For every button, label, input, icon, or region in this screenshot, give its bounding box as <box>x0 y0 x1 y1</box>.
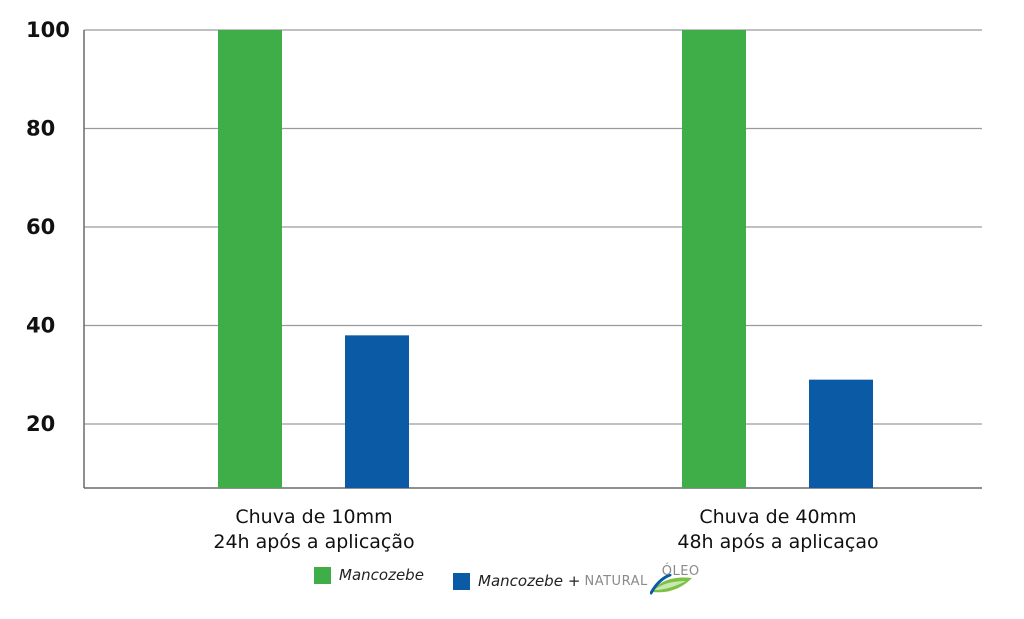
y-tick-label: 40 <box>26 313 55 337</box>
brand-logo: ÓLEO <box>649 564 699 596</box>
y-tick-label: 20 <box>26 412 55 436</box>
bar <box>809 379 873 488</box>
brand-text-oleo: ÓLEO <box>661 564 700 579</box>
bar <box>682 30 746 488</box>
legend-swatch-blue <box>453 572 470 590</box>
legend-swatch-green <box>314 566 331 584</box>
legend-item-mancozebe: Mancozebe <box>314 566 424 584</box>
leaf-drop-icon <box>649 574 692 595</box>
legend: Mancozebe Mancozebe + NATURAL ÓLEO <box>0 556 1024 596</box>
y-tick-label: 100 <box>26 18 70 42</box>
bar <box>218 30 282 488</box>
x-category-label: Chuva de 10mm <box>235 506 392 528</box>
bar <box>345 335 409 488</box>
legend-label: Mancozebe <box>478 572 563 590</box>
x-axis-labels: Chuva de 10mm 24h após a aplicação Chuva d… <box>213 506 878 553</box>
x-category-label: Chuva de 40mm <box>699 506 856 528</box>
legend-item-mancozebe-natural-oleo: Mancozebe + NATURAL ÓLEO <box>453 564 699 596</box>
x-category-label: 48h após a aplicaçao <box>677 531 878 553</box>
y-tick-label: 60 <box>26 215 55 239</box>
brand-text-natural: NATURAL <box>584 573 648 589</box>
bar-chart: 20 40 60 80 100 Chuva de 10mm 24h após a apli… <box>26 18 982 553</box>
x-category-label: 24h após a aplicação <box>213 531 414 553</box>
legend-plus: + <box>567 572 581 590</box>
bars <box>218 30 873 488</box>
y-tick-label: 80 <box>26 116 55 140</box>
legend-label: Mancozebe <box>339 566 424 584</box>
